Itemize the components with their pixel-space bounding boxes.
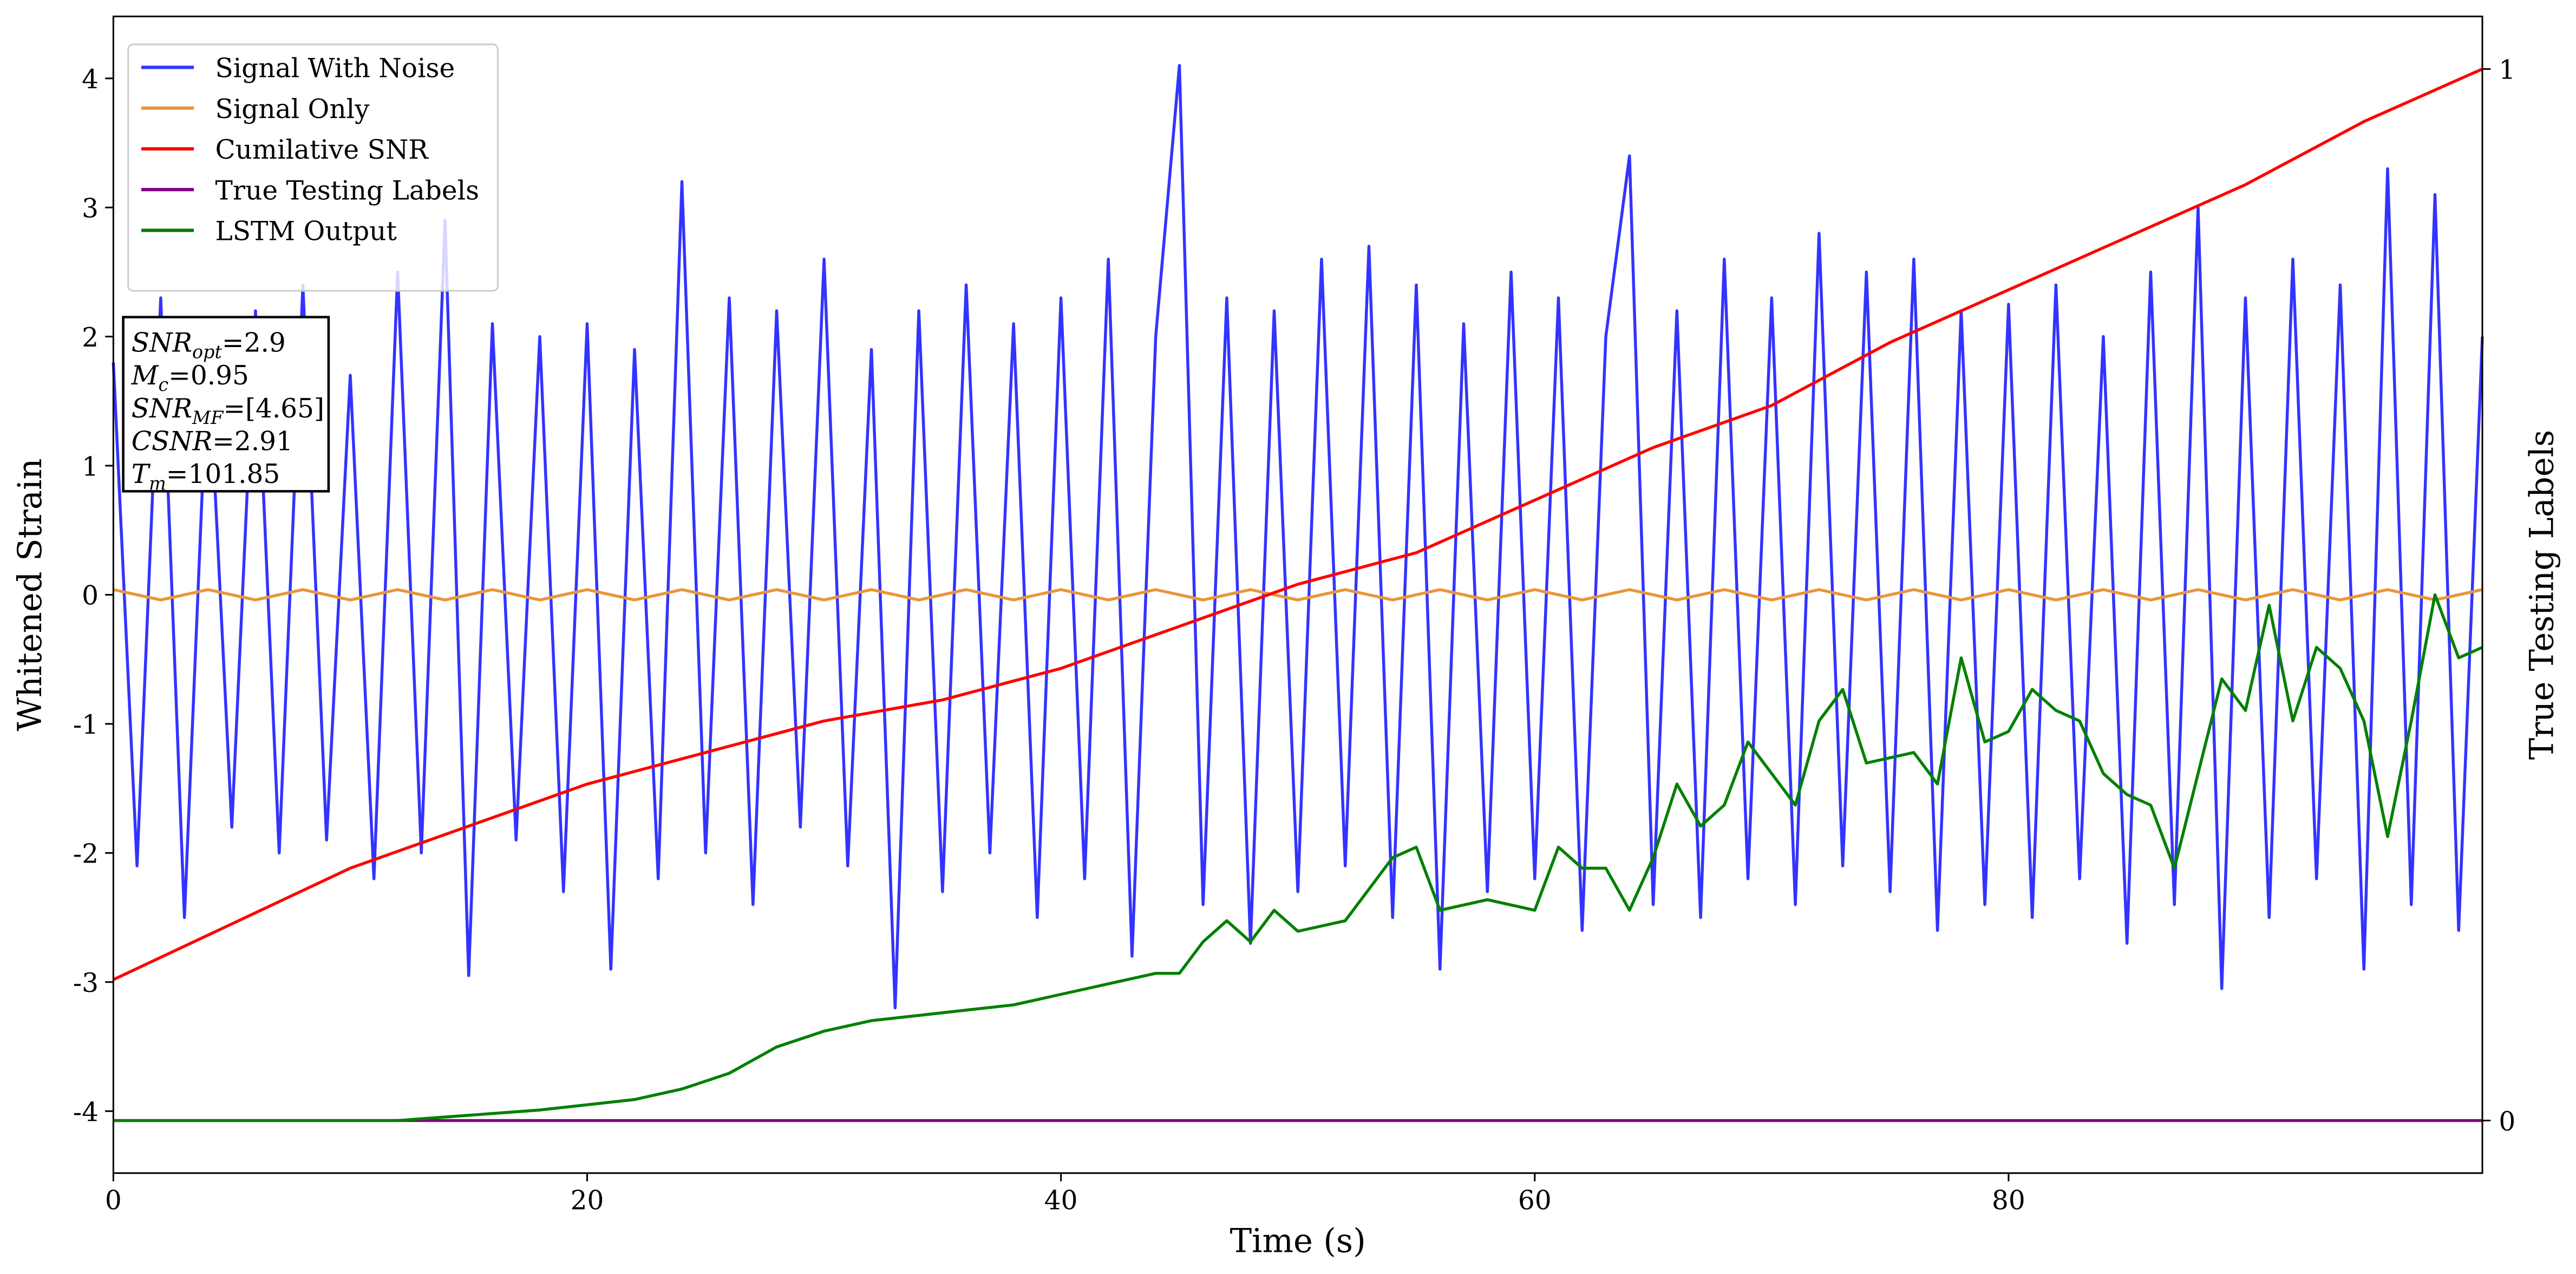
annotation-symbol: SNR [132, 394, 192, 424]
annotation-line: CSNR=2.91 [132, 426, 293, 456]
annotation-text: =2.9 [222, 328, 286, 358]
series-line [112, 64, 2484, 1010]
y-tick-label: 2 [82, 323, 99, 353]
x-tick-label: 0 [105, 1185, 122, 1216]
annotation-line: SNRopt=2.9 [132, 328, 286, 362]
legend-label: Cumilative SNR [215, 135, 429, 165]
x-axis-label: Time (s) [1230, 1222, 1366, 1260]
annotation-line: SNRMF=[4.65] [132, 394, 324, 428]
legend-frame [127, 43, 499, 292]
annotation-text: =2.91 [212, 426, 293, 456]
annotation-subscript: m [149, 473, 166, 494]
series-line [113, 588, 2483, 602]
annotation-line: Mc=0.95 [131, 361, 249, 395]
annotation-symbol: SNR [132, 328, 192, 358]
y-axis-label: Whitened Strain [11, 459, 49, 731]
y-tick-label: -4 [73, 1097, 99, 1127]
x-tick-label: 40 [1044, 1185, 1078, 1216]
x-tick-label: 20 [571, 1185, 604, 1216]
y-tick-label: -1 [73, 710, 99, 740]
annotation-symbol: T [132, 459, 151, 489]
plot-area [112, 64, 2484, 1122]
annotation-subscript: MF [192, 407, 224, 428]
y-tick-label: -3 [73, 968, 99, 998]
annotation-symbol: M [131, 361, 159, 391]
annotation-subscript: opt [192, 342, 222, 363]
annotation-text: =[4.65] [223, 394, 324, 424]
legend-label: True Testing Labels [215, 175, 480, 206]
legend-label: Signal With Noise [215, 54, 455, 84]
annotation-text: =0.95 [168, 361, 249, 391]
series-line [113, 593, 2483, 1122]
annotation-frame [122, 316, 330, 493]
y-tick-label: 4 [82, 64, 99, 95]
annotation-line: Tm=101.85 [132, 459, 280, 494]
x-tick-label: 60 [1518, 1185, 1552, 1216]
legend-label: Signal Only [215, 94, 370, 125]
y2-tick-label: 1 [2499, 55, 2515, 86]
y-tick-label: 0 [82, 581, 99, 611]
y2-axis-label: True Testing Labels [2523, 430, 2561, 760]
series-line [113, 67, 2483, 981]
annotation-symbol: CSNR [132, 426, 212, 456]
legend-label: LSTM Output [215, 217, 397, 247]
y-tick-label: 3 [82, 193, 99, 224]
y-tick-label: -2 [73, 839, 99, 870]
x-tick-label: 80 [1992, 1185, 2025, 1216]
annotation-subscript: c [158, 374, 168, 395]
annotation-text: =101.85 [166, 459, 280, 489]
legend: Signal With Noise Signal Only Cumilative S… [127, 43, 499, 292]
y-tick-label: 1 [82, 452, 99, 482]
annotation-box: SNRopt=2.9Mc=0.95SNRMF=[4.65]CSNR=2.91Tm… [122, 316, 330, 494]
y2-tick-label: 0 [2499, 1107, 2515, 1137]
